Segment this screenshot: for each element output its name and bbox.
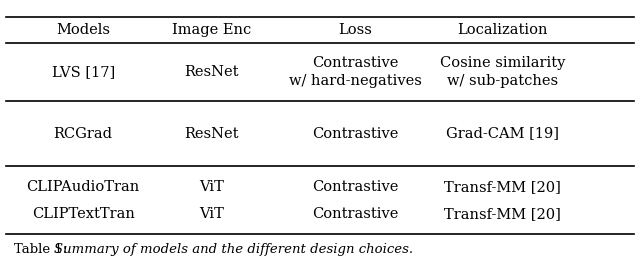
Text: CLIPTextTran: CLIPTextTran xyxy=(32,207,134,221)
Text: Contrastive: Contrastive xyxy=(312,127,398,141)
Text: LVS [17]: LVS [17] xyxy=(52,65,115,79)
Text: ResNet: ResNet xyxy=(184,65,239,79)
Text: Localization: Localization xyxy=(457,23,548,37)
Text: ResNet: ResNet xyxy=(184,127,239,141)
Text: Cosine similarity
w/ sub-patches: Cosine similarity w/ sub-patches xyxy=(440,56,565,88)
Text: Contrastive: Contrastive xyxy=(312,207,398,221)
Text: CLIPAudioTran: CLIPAudioTran xyxy=(27,180,140,194)
Text: ViT: ViT xyxy=(199,207,223,221)
Text: Models: Models xyxy=(56,23,110,37)
Text: Transf-MM [20]: Transf-MM [20] xyxy=(444,180,561,194)
Text: Loss: Loss xyxy=(339,23,372,37)
Text: RCGrad: RCGrad xyxy=(54,127,113,141)
Text: Transf-MM [20]: Transf-MM [20] xyxy=(444,207,561,221)
Text: Contrastive: Contrastive xyxy=(312,180,398,194)
Text: Table 1:: Table 1: xyxy=(14,243,72,256)
Text: Contrastive
w/ hard-negatives: Contrastive w/ hard-negatives xyxy=(289,56,422,88)
Text: ViT: ViT xyxy=(199,180,223,194)
Text: Grad-CAM [19]: Grad-CAM [19] xyxy=(446,127,559,141)
Text: Image Enc: Image Enc xyxy=(172,23,251,37)
Text: Summary of models and the different design choices.: Summary of models and the different desi… xyxy=(54,243,413,256)
